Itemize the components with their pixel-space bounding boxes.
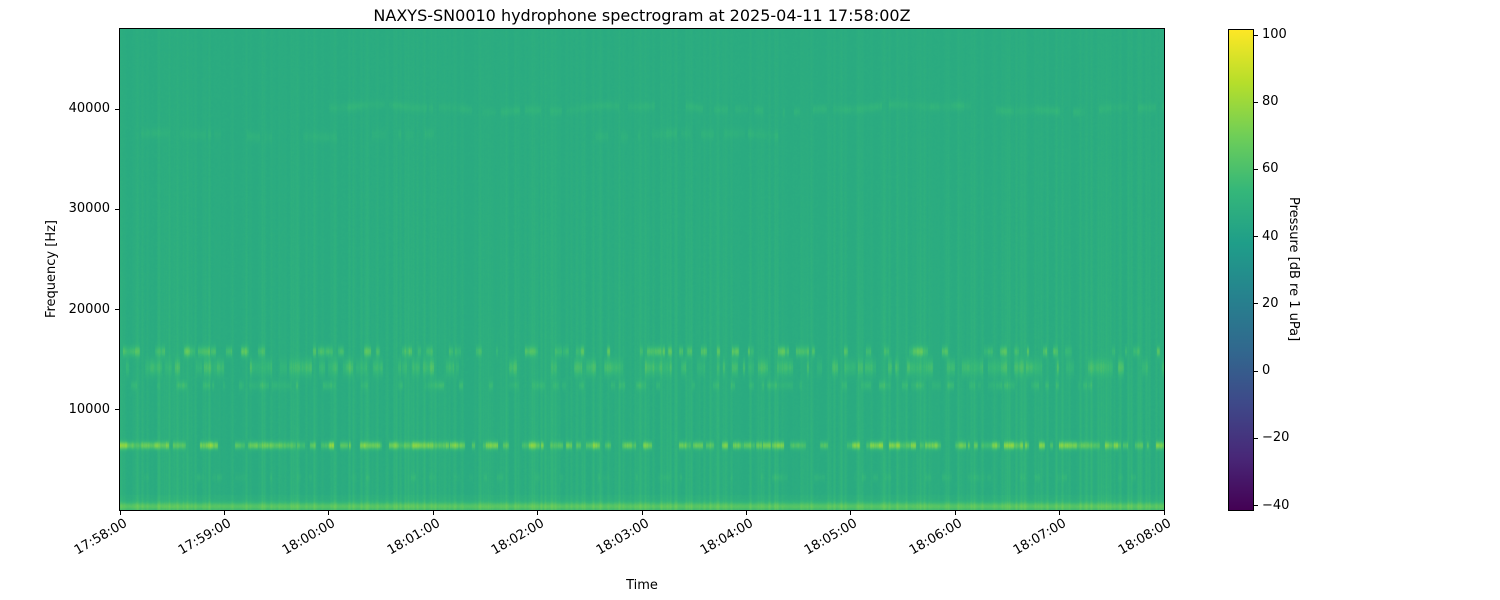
spectrogram-heatmap <box>120 29 1164 510</box>
x-tick-label: 18:01:00 <box>384 516 443 559</box>
x-tick-mark <box>328 511 330 515</box>
x-tick-label: 18:06:00 <box>906 516 965 559</box>
y-tick-label: 20000 <box>68 301 110 317</box>
y-tick-mark <box>115 409 119 411</box>
colorbar-tick-mark <box>1254 34 1258 36</box>
x-tick-label: 18:07:00 <box>1011 516 1070 559</box>
y-tick-label: 30000 <box>68 201 110 217</box>
colorbar-tick-label: −20 <box>1262 430 1290 446</box>
colorbar-tick-label: 60 <box>1262 161 1279 177</box>
x-tick-mark <box>432 511 434 515</box>
colorbar-tick-mark <box>1254 168 1258 170</box>
x-tick-label: 18:04:00 <box>697 516 756 559</box>
x-axis-label: Time <box>626 578 658 593</box>
colorbar-tick-label: 0 <box>1262 363 1271 379</box>
colorbar-tick-label: 20 <box>1262 295 1279 311</box>
x-tick-label: 17:59:00 <box>175 516 234 559</box>
x-tick-mark <box>1059 511 1061 515</box>
colorbar-label: Pressure [dB re 1 uPa] <box>1286 196 1301 342</box>
colorbar-tick-mark <box>1254 303 1258 305</box>
x-tick-label: 18:08:00 <box>1115 516 1174 559</box>
y-tick-label: 10000 <box>68 401 110 417</box>
y-axis-label-wrap: Frequency [Hz] <box>44 29 59 510</box>
x-tick-mark <box>954 511 956 515</box>
x-tick-mark <box>1163 511 1165 515</box>
colorbar-tick-label: 80 <box>1262 94 1279 110</box>
x-tick-label: 18:03:00 <box>593 516 652 559</box>
y-tick-mark <box>115 208 119 210</box>
colorbar-tick-mark <box>1254 370 1258 372</box>
x-tick-mark <box>537 511 539 515</box>
x-tick-label: 18:05:00 <box>802 516 861 559</box>
plot-area <box>119 28 1165 511</box>
colorbar-tick-mark <box>1254 236 1258 238</box>
y-tick-mark <box>115 309 119 311</box>
chart-title: NAXYS-SN0010 hydrophone spectrogram at 2… <box>373 6 911 25</box>
colorbar-tick-mark <box>1254 505 1258 507</box>
y-axis-label: Frequency [Hz] <box>44 220 59 319</box>
colorbar-tick-label: −40 <box>1262 497 1290 513</box>
colorbar-label-wrap: Pressure [dB re 1 uPa] <box>1286 29 1301 509</box>
x-tick-label: 17:58:00 <box>71 516 130 559</box>
y-tick-mark <box>115 108 119 110</box>
colorbar-tick-mark <box>1254 101 1258 103</box>
x-tick-mark <box>223 511 225 515</box>
colorbar <box>1228 29 1254 511</box>
x-tick-label: 18:02:00 <box>489 516 548 559</box>
x-tick-mark <box>119 511 121 515</box>
x-tick-mark <box>641 511 643 515</box>
x-tick-mark <box>745 511 747 515</box>
y-tick-label: 40000 <box>68 101 110 117</box>
x-tick-label: 18:00:00 <box>280 516 339 559</box>
colorbar-tick-label: 100 <box>1262 27 1287 43</box>
x-tick-mark <box>850 511 852 515</box>
colorbar-tick-mark <box>1254 437 1258 439</box>
colorbar-tick-label: 40 <box>1262 228 1279 244</box>
